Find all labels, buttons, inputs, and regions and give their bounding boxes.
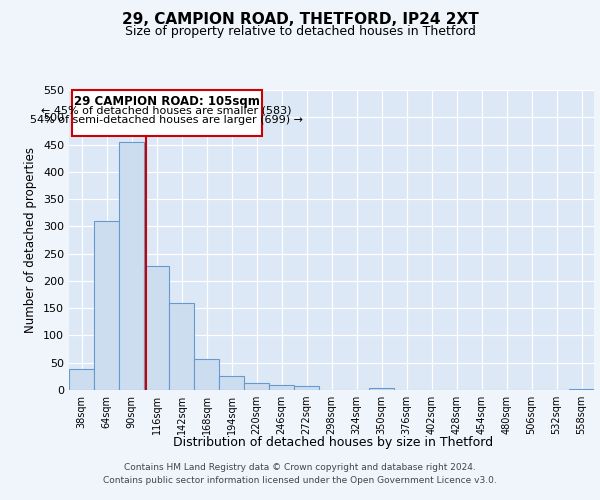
Bar [169,302,194,390]
Text: Size of property relative to detached houses in Thetford: Size of property relative to detached ho… [125,25,475,38]
Bar [569,389,594,390]
Bar [194,359,219,390]
Text: 29 CAMPION ROAD: 105sqm: 29 CAMPION ROAD: 105sqm [74,96,259,108]
Bar [269,385,294,390]
Text: 29, CAMPION ROAD, THETFORD, IP24 2XT: 29, CAMPION ROAD, THETFORD, IP24 2XT [122,12,478,28]
Bar [244,384,269,390]
Bar [369,388,394,390]
Bar [219,376,244,390]
Text: ← 45% of detached houses are smaller (583): ← 45% of detached houses are smaller (58… [41,106,292,116]
Y-axis label: Number of detached properties: Number of detached properties [25,147,37,333]
Text: Contains public sector information licensed under the Open Government Licence v3: Contains public sector information licen… [103,476,497,485]
Bar [94,221,119,390]
Text: Contains HM Land Registry data © Crown copyright and database right 2024.: Contains HM Land Registry data © Crown c… [124,464,476,472]
Text: 54% of semi-detached houses are larger (699) →: 54% of semi-detached houses are larger (… [30,115,303,125]
Bar [294,386,319,390]
Bar [69,370,94,390]
Bar [119,142,144,390]
Text: Distribution of detached houses by size in Thetford: Distribution of detached houses by size … [173,436,493,449]
FancyBboxPatch shape [71,90,262,136]
Bar [144,266,169,390]
